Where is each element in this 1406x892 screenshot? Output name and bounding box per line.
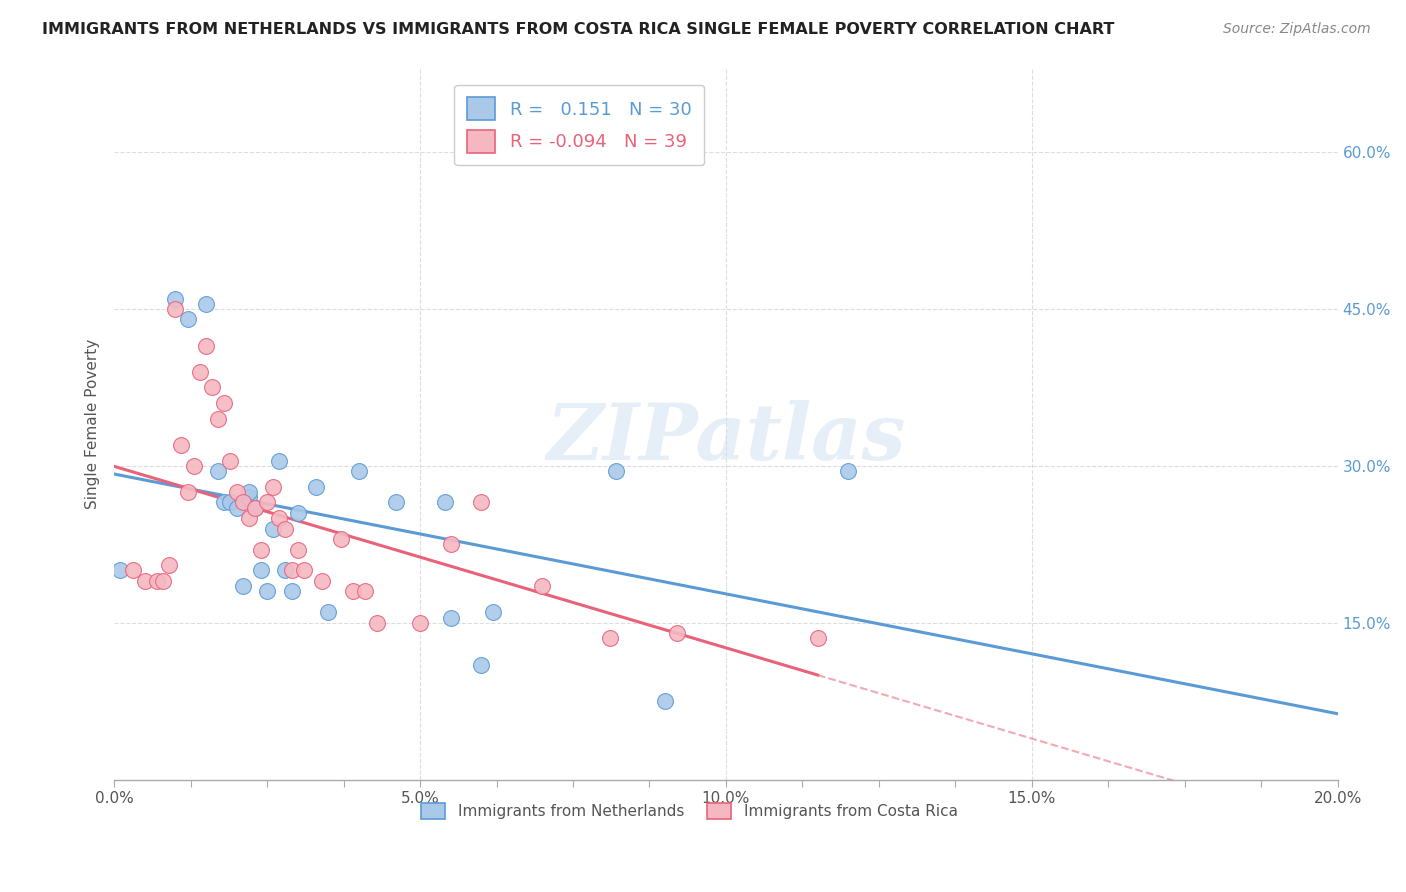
Point: [274, 522, 297, 536]
Point: [165, 301, 187, 316]
Point: [176, 312, 198, 326]
Point: [183, 458, 205, 473]
Point: [214, 396, 236, 410]
Point: [219, 453, 242, 467]
Point: [470, 657, 492, 672]
Point: [440, 537, 463, 551]
Point: [262, 480, 284, 494]
Point: [170, 438, 193, 452]
Point: [152, 574, 174, 588]
Point: [243, 500, 266, 515]
Point: [157, 558, 180, 573]
Point: [654, 694, 676, 708]
Point: [194, 297, 217, 311]
Point: [238, 511, 260, 525]
Point: [194, 338, 217, 352]
Point: [482, 605, 505, 619]
Point: [243, 500, 266, 515]
Point: [238, 485, 260, 500]
Point: [347, 464, 370, 478]
Point: [287, 506, 309, 520]
Point: [305, 480, 328, 494]
Point: [311, 574, 333, 588]
Point: [354, 584, 377, 599]
Point: [366, 615, 388, 630]
Point: [146, 574, 169, 588]
Point: [232, 495, 254, 509]
Point: [121, 564, 143, 578]
Point: [201, 380, 224, 394]
Point: [176, 485, 198, 500]
Point: [329, 532, 352, 546]
Text: IMMIGRANTS FROM NETHERLANDS VS IMMIGRANTS FROM COSTA RICA SINGLE FEMALE POVERTY : IMMIGRANTS FROM NETHERLANDS VS IMMIGRANT…: [42, 22, 1115, 37]
Point: [531, 579, 554, 593]
Point: [807, 632, 830, 646]
Point: [134, 574, 156, 588]
Point: [433, 495, 456, 509]
Point: [188, 365, 211, 379]
Point: [165, 292, 187, 306]
Point: [256, 584, 278, 599]
Point: [225, 485, 247, 500]
Point: [238, 490, 260, 504]
Point: [837, 464, 859, 478]
Text: Source: ZipAtlas.com: Source: ZipAtlas.com: [1223, 22, 1371, 37]
Text: ZIPatlas: ZIPatlas: [546, 400, 905, 476]
Point: [470, 495, 492, 509]
Point: [219, 495, 242, 509]
Point: [280, 584, 302, 599]
Point: [316, 605, 339, 619]
Point: [256, 495, 278, 509]
Point: [665, 626, 688, 640]
Point: [384, 495, 406, 509]
Point: [269, 511, 291, 525]
Point: [214, 495, 236, 509]
Point: [274, 564, 297, 578]
Point: [287, 542, 309, 557]
Point: [207, 412, 229, 426]
Point: [250, 564, 273, 578]
Point: [599, 632, 621, 646]
Point: [250, 542, 273, 557]
Point: [232, 579, 254, 593]
Point: [280, 564, 302, 578]
Legend: Immigrants from Netherlands, Immigrants from Costa Rica: Immigrants from Netherlands, Immigrants …: [415, 797, 963, 825]
Point: [225, 500, 247, 515]
Point: [269, 453, 291, 467]
Point: [440, 610, 463, 624]
Point: [605, 464, 627, 478]
Point: [292, 564, 315, 578]
Point: [342, 584, 364, 599]
Point: [207, 464, 229, 478]
Point: [110, 564, 132, 578]
Y-axis label: Single Female Poverty: Single Female Poverty: [86, 339, 100, 509]
Point: [262, 522, 284, 536]
Point: [409, 615, 432, 630]
